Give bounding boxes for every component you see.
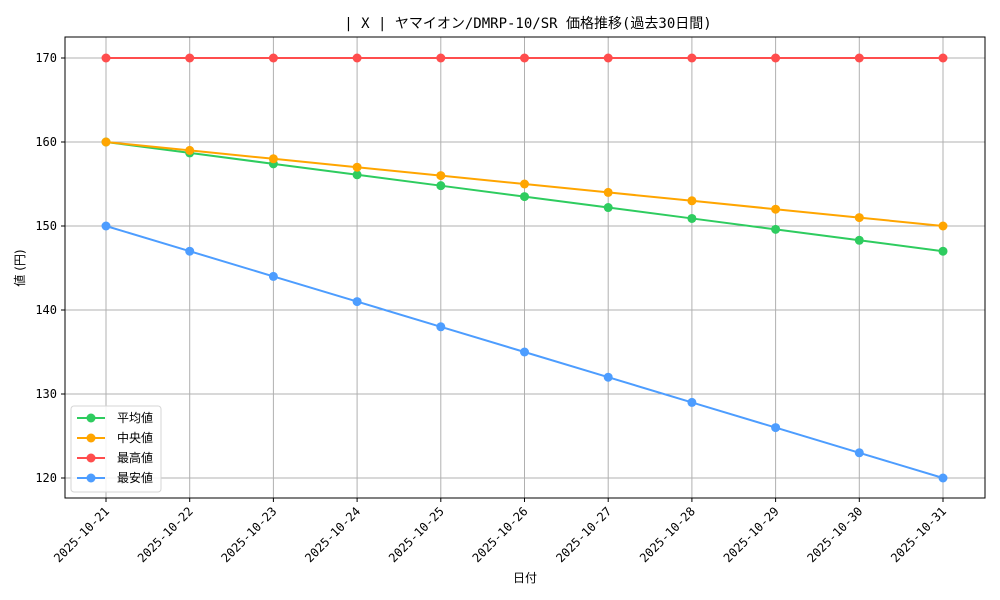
grid-lines xyxy=(65,37,985,498)
y-tick-label: 140 xyxy=(35,303,57,317)
data-point xyxy=(268,53,278,63)
x-tick-label: 2025-10-26 xyxy=(470,504,531,565)
data-point xyxy=(101,137,111,147)
legend-label: 平均値 xyxy=(117,410,153,425)
data-point xyxy=(352,53,362,63)
legend-item: 最高値 xyxy=(77,450,153,465)
y-tick-label: 160 xyxy=(35,135,57,149)
x-tick-label: 2025-10-29 xyxy=(721,504,782,565)
x-tick-label: 2025-10-23 xyxy=(219,504,280,565)
data-point xyxy=(603,187,613,197)
data-point xyxy=(352,170,362,180)
data-point xyxy=(520,347,529,357)
data-point xyxy=(185,246,195,256)
data-point xyxy=(520,179,529,189)
data-point xyxy=(603,203,613,213)
data-point xyxy=(268,271,278,281)
data-point xyxy=(185,145,195,155)
data-series xyxy=(101,53,948,483)
data-point xyxy=(687,213,697,223)
data-point xyxy=(352,162,362,172)
x-tick-label: 2025-10-30 xyxy=(804,504,865,565)
data-point xyxy=(771,224,781,234)
chart-title: | X | ヤマイオン/DMRP-10/SR 価格推移(過去30日間) xyxy=(344,16,711,32)
data-point xyxy=(854,53,864,63)
x-tick-label: 2025-10-31 xyxy=(888,504,949,565)
data-point xyxy=(436,171,446,181)
legend-label: 最安値 xyxy=(117,470,153,485)
x-tick-label: 2025-10-21 xyxy=(51,504,112,565)
data-point xyxy=(436,181,446,191)
series-line xyxy=(101,53,948,63)
data-point xyxy=(687,53,697,63)
y-tick-label: 170 xyxy=(35,51,57,65)
data-point xyxy=(771,423,781,433)
data-point xyxy=(185,53,195,63)
legend-marker-icon xyxy=(86,473,96,483)
data-point xyxy=(101,53,111,63)
data-point xyxy=(101,221,111,231)
legend-box xyxy=(70,405,162,493)
data-point xyxy=(938,473,948,483)
y-axis: 120 130 140 150 160 170 xyxy=(35,51,65,485)
data-point xyxy=(268,154,278,164)
data-point xyxy=(436,53,446,63)
legend-item: 中央値 xyxy=(77,430,153,445)
y-axis-title: 値 (円) xyxy=(12,249,27,286)
legend-marker-icon xyxy=(86,433,96,443)
data-point xyxy=(352,297,362,307)
data-point xyxy=(938,221,948,231)
series-line xyxy=(101,137,948,231)
x-axis: 2025-10-21 2025-10-22 2025-10-23 2025-10-24… xyxy=(51,498,949,565)
data-point xyxy=(436,322,446,332)
data-point xyxy=(771,204,781,214)
x-tick-label: 2025-10-22 xyxy=(135,504,196,565)
x-tick-label: 2025-10-28 xyxy=(637,504,698,565)
legend-marker-icon xyxy=(86,453,96,463)
legend-item: 最安値 xyxy=(77,470,153,485)
data-point xyxy=(854,213,864,223)
data-point xyxy=(771,53,781,63)
legend-item: 平均値 xyxy=(77,410,153,425)
data-point xyxy=(938,246,948,256)
legend-marker-icon xyxy=(86,413,96,423)
legend-label: 中央値 xyxy=(117,430,153,445)
data-point xyxy=(854,235,864,245)
legend-label: 最高値 xyxy=(117,450,153,465)
data-point xyxy=(603,372,613,382)
y-tick-label: 120 xyxy=(35,471,57,485)
data-point xyxy=(938,53,948,63)
data-point xyxy=(854,448,864,458)
x-axis-title: 日付 xyxy=(513,571,537,585)
x-tick-label: 2025-10-24 xyxy=(302,504,363,565)
data-point xyxy=(520,53,529,63)
y-tick-label: 150 xyxy=(35,219,57,233)
x-tick-label: 2025-10-25 xyxy=(386,504,447,565)
data-point xyxy=(603,53,613,63)
data-point xyxy=(687,196,697,206)
series-line xyxy=(101,221,948,483)
y-tick-label: 130 xyxy=(35,387,57,401)
x-tick-label: 2025-10-27 xyxy=(553,504,614,565)
data-point xyxy=(520,192,529,202)
data-point xyxy=(687,397,697,407)
